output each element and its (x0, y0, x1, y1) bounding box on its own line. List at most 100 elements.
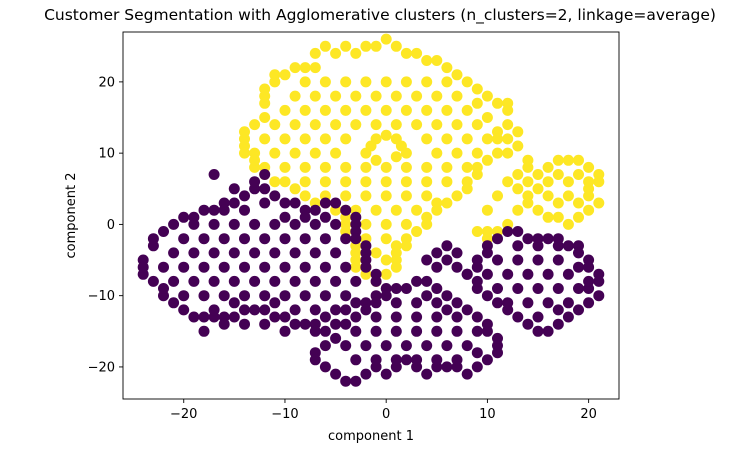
data-point (319, 104, 331, 116)
data-point (441, 361, 453, 373)
data-point (269, 119, 281, 131)
y-tick-label: 0 (107, 218, 115, 233)
data-point (441, 176, 453, 188)
data-point (289, 275, 301, 287)
data-point (390, 311, 402, 323)
data-point (421, 368, 433, 380)
data-point (340, 340, 352, 352)
data-point (218, 318, 230, 330)
data-point (390, 204, 402, 216)
data-point (188, 311, 200, 323)
data-point (461, 340, 473, 352)
data-point (390, 40, 402, 52)
data-point (309, 304, 321, 316)
data-point (309, 247, 321, 259)
data-point (380, 268, 392, 280)
data-point (542, 190, 554, 202)
data-point (492, 233, 503, 245)
data-point (512, 204, 524, 216)
data-point (461, 183, 473, 195)
data-point (542, 297, 554, 309)
data-point (522, 297, 534, 309)
data-point (481, 290, 493, 302)
data-point (411, 47, 423, 59)
data-point (340, 76, 352, 88)
data-point (441, 161, 453, 173)
data-point (360, 40, 372, 52)
data-point (441, 290, 453, 302)
data-point (340, 40, 352, 52)
data-point (552, 304, 564, 316)
data-point (492, 283, 503, 294)
data-point (208, 218, 220, 230)
data-point (512, 226, 524, 237)
data-point (380, 104, 392, 116)
data-point (522, 233, 534, 245)
data-point (573, 154, 584, 166)
data-point (239, 290, 250, 302)
data-point (400, 218, 412, 230)
data-point (319, 361, 331, 373)
data-point (198, 311, 210, 323)
data-point (593, 176, 605, 188)
data-point (309, 325, 321, 337)
data-point (289, 119, 301, 131)
data-point (239, 204, 250, 216)
data-point (360, 340, 372, 352)
data-point (158, 261, 169, 273)
data-point (471, 83, 483, 95)
data-point (471, 147, 483, 159)
data-point (400, 354, 412, 366)
data-point (411, 311, 423, 323)
data-point (289, 304, 301, 316)
data-point (289, 90, 301, 102)
data-point (330, 47, 342, 59)
data-point (380, 76, 392, 88)
data-point (431, 297, 443, 309)
data-point (562, 297, 574, 309)
data-point (562, 268, 574, 280)
x-tick-label: 10 (479, 407, 496, 422)
data-point (431, 247, 443, 259)
data-point (380, 129, 392, 141)
data-point (249, 304, 261, 316)
data-point (421, 76, 433, 88)
data-point (309, 147, 321, 159)
data-point (522, 176, 534, 188)
data-point (502, 176, 514, 188)
data-point (512, 169, 524, 180)
data-point (481, 133, 493, 145)
data-point (532, 311, 544, 323)
data-point (360, 190, 372, 202)
data-point (299, 211, 311, 223)
data-point (330, 332, 342, 344)
data-point (360, 161, 372, 173)
data-point (380, 340, 392, 352)
data-point (350, 275, 362, 287)
data-point (573, 247, 584, 259)
data-point (340, 190, 352, 202)
y-tick-label: −10 (88, 289, 115, 304)
data-point (330, 90, 342, 102)
data-point (461, 133, 473, 145)
data-point (259, 133, 271, 145)
data-points (137, 33, 605, 387)
data-point (502, 119, 514, 131)
data-point (340, 176, 352, 188)
data-point (552, 318, 564, 330)
data-point (239, 233, 250, 245)
data-point (380, 176, 392, 188)
data-point (522, 318, 534, 330)
data-point (573, 197, 584, 209)
plot-frame (122, 31, 620, 400)
data-point (299, 76, 311, 88)
y-tick-label: −20 (88, 360, 115, 375)
data-point (411, 354, 423, 366)
data-point (350, 311, 362, 323)
x-axis: −20 −10 0 10 20 (170, 399, 597, 422)
data-point (319, 76, 331, 88)
data-point (471, 361, 483, 373)
data-point (421, 340, 433, 352)
data-point (562, 240, 574, 252)
data-point (380, 190, 392, 202)
